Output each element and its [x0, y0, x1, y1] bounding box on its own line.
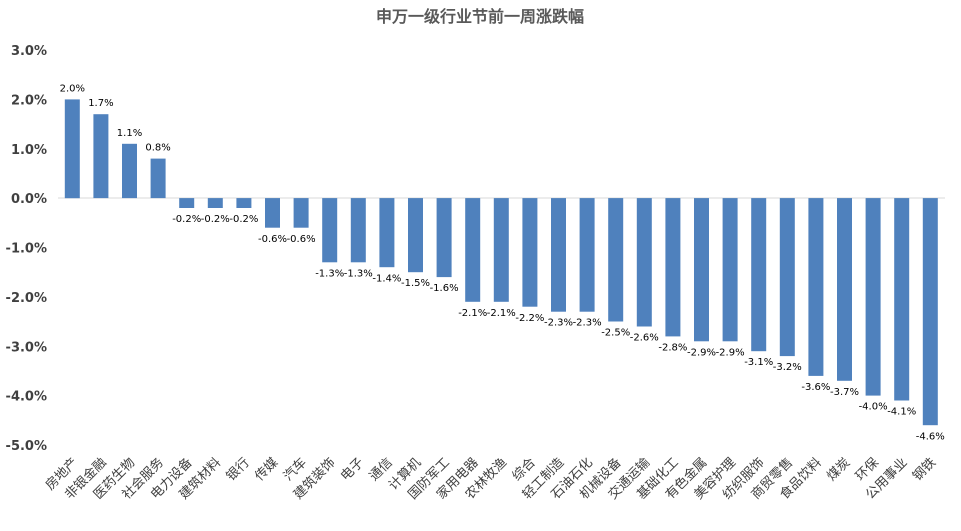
data-label: -4.0% [859, 402, 888, 413]
bar [779, 198, 795, 357]
bar [379, 198, 395, 268]
data-label: -3.7% [830, 387, 859, 398]
bar [408, 198, 423, 273]
y-axis-tick-labels: 3.0% 2.0% 1.0% 0.0% -1.0% -2.0% -3.0% -4.0% -5.0… [6, 44, 47, 454]
data-label: -3.2% [773, 362, 802, 373]
data-label: -4.1% [887, 407, 916, 418]
bar [465, 198, 481, 302]
data-label: -0.2% [172, 214, 201, 225]
data-label: -2.8% [658, 342, 687, 353]
data-label: -2.5% [601, 328, 630, 339]
data-label: 0.8% [145, 143, 170, 154]
y-tick-label: -3.0% [6, 340, 47, 355]
data-labels: 2.0%1.7%1.1%0.8%-0.2% -0.2% -0.2%-0.6% -0.6… [60, 83, 945, 442]
bar [551, 198, 566, 312]
bar [808, 198, 824, 376]
bar [522, 198, 538, 307]
data-label: -2.2% [515, 313, 544, 324]
data-label: 2.0% [60, 83, 85, 94]
data-label: 1.1% [117, 128, 142, 139]
y-tick-label: 0.0% [11, 192, 47, 207]
bar [894, 198, 910, 401]
x-tick-label: 电子 [338, 455, 367, 484]
chart-title: 申万一级行业节前一周涨跌幅 [376, 7, 584, 26]
data-label: -0.6% [258, 234, 287, 245]
data-label: -1.4% [372, 273, 401, 284]
y-tick-label: -2.0% [6, 291, 47, 306]
x-tick-label: 煤炭 [824, 455, 853, 484]
bar [150, 158, 166, 199]
bar [608, 198, 624, 322]
y-tick-label: 2.0% [11, 93, 47, 108]
y-tick-label: 3.0% [11, 44, 47, 59]
data-label: -2.3% [573, 318, 602, 329]
y-tick-label: -4.0% [6, 390, 47, 405]
x-tick-label: 银行 [224, 455, 253, 484]
bar [579, 198, 595, 312]
data-label: 1.7% [88, 98, 113, 109]
bar [179, 198, 195, 208]
bar [293, 198, 309, 228]
bar [93, 114, 109, 199]
y-tick-label: 1.0% [11, 143, 47, 158]
data-label: -1.5% [401, 278, 430, 289]
bar [64, 99, 80, 199]
data-label: -0.2% [201, 214, 230, 225]
data-label: -1.3% [344, 268, 373, 279]
bar [665, 198, 681, 337]
data-label: -3.1% [744, 357, 773, 368]
bar [493, 198, 509, 302]
y-tick-label: -5.0% [6, 439, 47, 454]
data-label: -2.6% [630, 333, 659, 344]
bar [636, 198, 652, 327]
bar [837, 198, 852, 381]
y-tick-label: -1.0% [6, 242, 47, 257]
bar [207, 198, 223, 208]
data-label: -4.6% [916, 431, 945, 442]
bar [922, 198, 938, 426]
data-label: -2.1% [458, 308, 487, 319]
data-label: -2.9% [687, 347, 716, 358]
bar [265, 198, 280, 228]
data-label: -3.6% [801, 382, 830, 393]
x-tick-label: 传媒 [252, 455, 281, 484]
bar [865, 198, 881, 396]
bar [436, 198, 452, 278]
bar [122, 143, 137, 199]
bar [722, 198, 738, 342]
data-label: -2.9% [716, 347, 745, 358]
bars [64, 99, 938, 426]
bar [322, 198, 338, 263]
data-label: -0.2% [229, 214, 258, 225]
bar [350, 198, 366, 263]
x-tick-label: 钢铁 [910, 455, 939, 484]
bar [751, 198, 767, 352]
data-label: -1.3% [315, 268, 344, 279]
data-label: -2.3% [544, 318, 573, 329]
data-label: -2.1% [487, 308, 516, 319]
bar [694, 198, 709, 342]
data-label: -0.6% [287, 234, 316, 245]
data-label: -1.6% [430, 283, 459, 294]
bar [236, 198, 252, 208]
